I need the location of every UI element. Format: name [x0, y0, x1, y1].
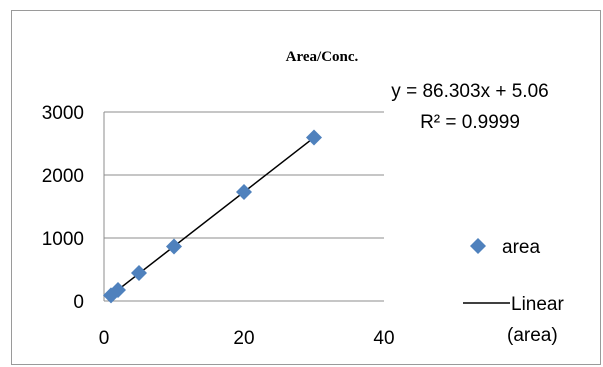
chart-area [11, 10, 601, 365]
y-tick-label-2000: 2000 [42, 166, 84, 187]
data-point [306, 129, 322, 146]
legend-label-area-paren: (area) [507, 325, 558, 346]
trendline [110, 136, 315, 296]
x-tick-label-40: 40 [373, 328, 394, 349]
r-squared-label: R² = 0.9999 [420, 112, 520, 133]
data-point [131, 264, 147, 281]
y-tick-label-0: 0 [73, 292, 84, 313]
trendline-equation: y = 86.303x + 5.06 [391, 81, 548, 102]
chart-title: Area/Conc. [286, 49, 359, 65]
data-point [236, 184, 252, 201]
axes [103, 112, 384, 302]
legend-marker-area [470, 238, 486, 254]
x-tick-label-0: 0 [99, 328, 110, 349]
tick-labels: 0 1000 2000 3000 0 20 40 [42, 103, 395, 349]
data-points [103, 129, 322, 304]
y-tick-label-3000: 3000 [42, 103, 84, 124]
gridlines [104, 111, 384, 239]
x-tick-label-20: 20 [233, 328, 254, 349]
data-point [110, 281, 126, 298]
y-tick-label-1000: 1000 [42, 229, 84, 250]
trendline-layer [110, 136, 315, 296]
legend: area Linear (area) [463, 237, 564, 346]
data-point [166, 238, 182, 255]
legend-label-linear: Linear [511, 294, 564, 315]
legend-label-area: area [502, 237, 540, 258]
